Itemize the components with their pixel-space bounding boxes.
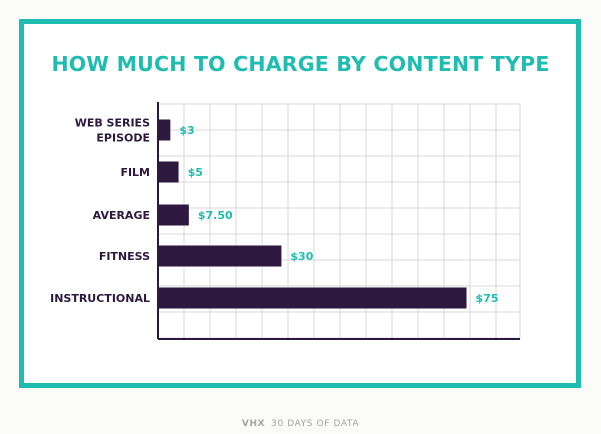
footer-credit: VHX 30 DAYS OF DATA — [0, 419, 601, 429]
category-labels: WEB SERIES EPISODE FILM AVERAGE FITNESS INSTR… — [50, 117, 150, 306]
value-label: $30 — [290, 250, 313, 263]
bar — [159, 162, 179, 183]
category-label: FILM — [120, 166, 150, 179]
category-label: INSTRUCTIONAL — [50, 292, 150, 305]
category-label: AVERAGE — [93, 209, 150, 222]
bar-chart: WEB SERIES EPISODE FILM AVERAGE FITNESS INSTR… — [0, 0, 601, 434]
bar — [159, 246, 281, 267]
value-label: $5 — [188, 166, 203, 179]
category-label: WEB SERIES — [75, 117, 150, 130]
value-label: $75 — [476, 292, 499, 305]
bar — [159, 120, 170, 141]
value-labels: $3 $5 $7.50 $30 $75 — [179, 124, 498, 305]
category-label: EPISODE — [96, 132, 150, 145]
bar — [159, 205, 189, 226]
infographic-page: HOW MUCH TO CHARGE BY CONTENT TYPE WEB S… — [0, 0, 601, 434]
category-label: FITNESS — [99, 250, 150, 263]
footer-text: 30 DAYS OF DATA — [271, 419, 359, 429]
brand-logo: VHX — [242, 419, 265, 429]
value-label: $7.50 — [198, 209, 233, 222]
bar — [159, 288, 467, 309]
value-label: $3 — [179, 124, 194, 137]
